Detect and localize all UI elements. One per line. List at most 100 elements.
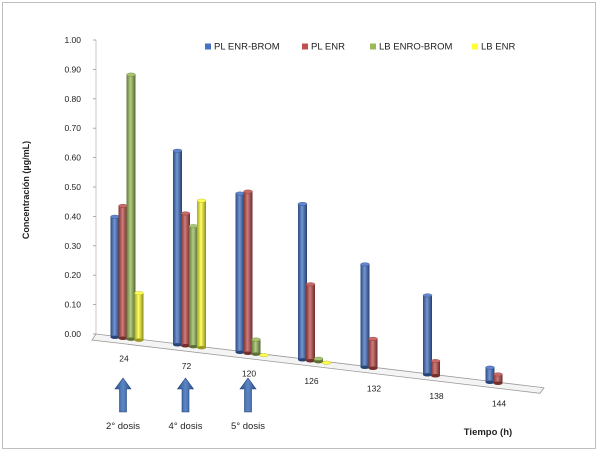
bar-top [368,336,378,341]
bar-body [360,264,370,368]
dose-arrow-icon [114,377,132,413]
bar-body [368,338,378,369]
bar [134,291,144,342]
dose-label: 5° dosis [231,421,265,432]
bar-top [243,189,253,194]
bar [313,356,324,364]
y-tick-label: 0.60 [64,153,81,163]
chart-walls [91,40,545,394]
bar-bottom [423,373,432,377]
bar-body [118,205,128,339]
legend-swatch [370,43,376,50]
bar [305,282,316,363]
bar-bottom [306,359,315,363]
y-tick-label: 0.50 [64,182,81,192]
bar-bottom [298,358,307,362]
bar [368,336,378,370]
bar-top [297,202,308,206]
bar-bottom [493,381,503,385]
bar-top [321,360,332,365]
bar-bottom [243,351,253,355]
bar-bottom [235,350,245,354]
bar-top [305,282,316,287]
bar-bottom [110,335,120,339]
bar-bottom [360,365,370,369]
bar-top [118,204,128,208]
legend-swatch [302,43,308,50]
bar-bottom [189,345,198,349]
bar [422,293,433,377]
bar [235,191,245,354]
y-axis: 0.00 0.10 0.20 0.30 0.40 0.50 0.60 0.70 0.80 0.90… [64,35,96,339]
bar [196,198,207,350]
x-tick-label: 120 [242,369,256,379]
bar [110,214,120,339]
y-tick-label: 0.80 [64,94,81,104]
bar-body [485,367,495,383]
y-tick-label: 0.20 [64,270,81,280]
y-tick-label: 0.00 [64,329,81,339]
bar-body [235,193,245,353]
bar-bottom [134,338,144,342]
legend-label: LB ENR [481,42,515,53]
x-tick-label: 72 [182,361,192,371]
bar-top [313,356,324,361]
bar [259,353,269,358]
bar [485,365,495,384]
x-tick-label: 138 [429,391,443,401]
x-tick-label: 132 [367,384,381,394]
bar [126,72,136,341]
bar-top [493,372,503,377]
bar-top [360,262,370,267]
bar-body [423,295,432,375]
bar-body [110,216,120,338]
bar [321,360,332,365]
bar-bottom [251,352,261,356]
bar-top [196,198,207,203]
dose-arrow-icon [176,377,195,413]
bars [110,72,503,385]
bar-top [180,211,191,216]
bar [297,202,308,362]
bar-body [243,191,253,354]
bar-bottom [181,344,190,348]
annotations: 2° dosis 4° dosis 5° dosis [106,377,265,432]
legend-label: LB ENRO-BROM [379,42,452,53]
bar-top [188,224,199,229]
y-tick-label: 0.10 [64,300,81,310]
x-axis: 24 72 120 126 132 138 144 [119,354,506,409]
bar [180,211,191,348]
y-tick-label: 1.00 [64,35,81,45]
bar-body [493,374,503,384]
bar-body [197,200,206,348]
bar-top [422,293,433,298]
dose-label: 2° dosis [106,421,140,432]
chart-frame [2,2,596,449]
legend-swatch [205,43,211,50]
bar-body [181,213,190,346]
x-tick-label: 24 [119,354,129,364]
y-axis-title: Concentración (µg/mL) [21,141,31,239]
bar-body [306,284,315,361]
bar-body [298,203,307,360]
bar-bottom [173,343,182,347]
bar-top [110,214,120,219]
bar-bottom [126,337,136,341]
floor [91,333,545,394]
bar [243,189,253,355]
bar-bottom [368,366,378,370]
x-tick-label: 144 [492,399,506,409]
legend: PL ENR-BROM PL ENR LB ENRO-BROM LB ENR [205,42,515,53]
bar-body [431,361,440,376]
bar-top [485,365,495,370]
bar-bottom [314,360,323,364]
bar-body [126,74,136,340]
y-tick-label: 0.70 [64,123,81,133]
bar-top [172,148,183,153]
legend-label: PL ENR [311,42,345,53]
dose-label: 4° dosis [169,421,203,432]
bar-bottom [118,336,128,340]
bar-top [235,191,245,196]
bar-body [134,293,144,341]
